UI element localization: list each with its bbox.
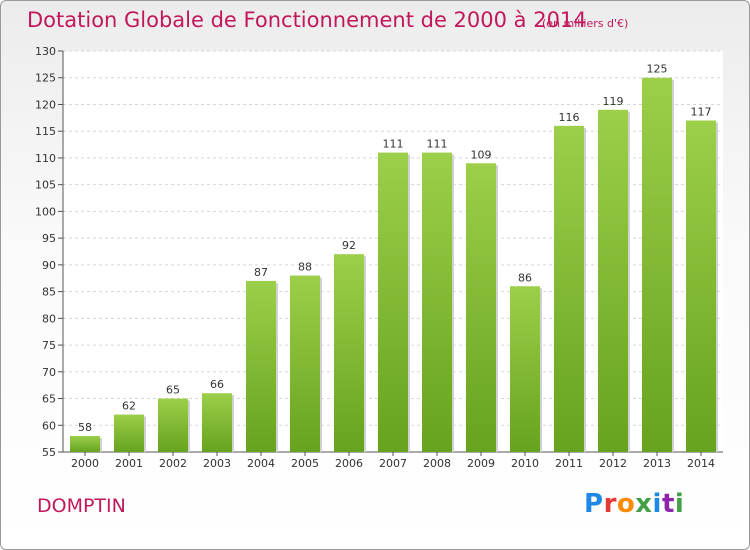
x-tick-label: 2003	[203, 457, 231, 470]
y-tick-label: 100	[35, 205, 56, 218]
bar	[686, 120, 716, 453]
data-label: 62	[122, 400, 136, 413]
bar	[378, 152, 408, 452]
data-label: 58	[78, 421, 92, 434]
x-tick-label: 2013	[643, 457, 671, 470]
bar	[114, 414, 144, 452]
data-label: 88	[298, 261, 312, 274]
data-label: 117	[691, 106, 712, 119]
bar	[422, 152, 452, 452]
y-tick-label: 80	[42, 312, 56, 325]
x-tick-label: 2001	[115, 457, 143, 470]
bar	[246, 280, 276, 452]
bar	[158, 398, 188, 452]
data-label: 87	[254, 266, 268, 279]
data-label: 116	[559, 111, 580, 124]
data-label: 65	[166, 384, 180, 397]
bar	[466, 163, 496, 452]
y-tick-label: 55	[42, 446, 56, 459]
chart-title: Dotation Globale de Fonctionnement de 20…	[27, 8, 587, 32]
y-tick-label: 125	[35, 72, 56, 85]
x-tick-label: 2014	[687, 457, 715, 470]
data-label: 111	[383, 138, 404, 151]
commune-name: DOMPTIN	[37, 495, 126, 517]
data-label: 92	[342, 239, 356, 252]
bar	[554, 125, 584, 452]
y-tick-label: 110	[35, 152, 56, 165]
bar	[290, 275, 320, 452]
x-tick-label: 2008	[423, 457, 451, 470]
y-tick-label: 75	[42, 339, 56, 352]
y-tick-label: 95	[42, 232, 56, 245]
x-tick-label: 2009	[467, 457, 495, 470]
data-label: 125	[647, 63, 668, 76]
y-tick-label: 90	[42, 259, 56, 272]
x-tick-label: 2007	[379, 457, 407, 470]
y-tick-label: 65	[42, 393, 56, 406]
bar	[598, 109, 628, 453]
data-label: 109	[471, 148, 492, 161]
bar	[510, 286, 540, 452]
x-tick-label: 2000	[71, 457, 99, 470]
bar	[642, 77, 672, 452]
x-tick-label: 2004	[247, 457, 275, 470]
data-label: 66	[210, 378, 224, 391]
proxiti-logo[interactable]: Proxiti	[584, 489, 685, 519]
y-tick-label: 120	[35, 98, 56, 111]
bar	[334, 254, 364, 452]
y-tick-label: 105	[35, 179, 56, 192]
y-tick-label: 70	[42, 366, 56, 379]
y-tick-label: 60	[42, 419, 56, 432]
x-tick-label: 2002	[159, 457, 187, 470]
y-tick-label: 85	[42, 286, 56, 299]
x-tick-label: 2005	[291, 457, 319, 470]
x-tick-label: 2011	[555, 457, 583, 470]
data-label: 86	[518, 271, 532, 284]
bar	[70, 435, 100, 452]
x-tick-label: 2006	[335, 457, 363, 470]
chart-subtitle: (en milliers d'€)	[542, 17, 629, 30]
x-tick-label: 2012	[599, 457, 627, 470]
data-label: 119	[603, 95, 624, 108]
data-label: 111	[427, 138, 448, 151]
y-tick-label: 130	[35, 45, 56, 58]
y-tick-label: 115	[35, 125, 56, 138]
x-tick-label: 2010	[511, 457, 539, 470]
bar	[202, 393, 232, 452]
